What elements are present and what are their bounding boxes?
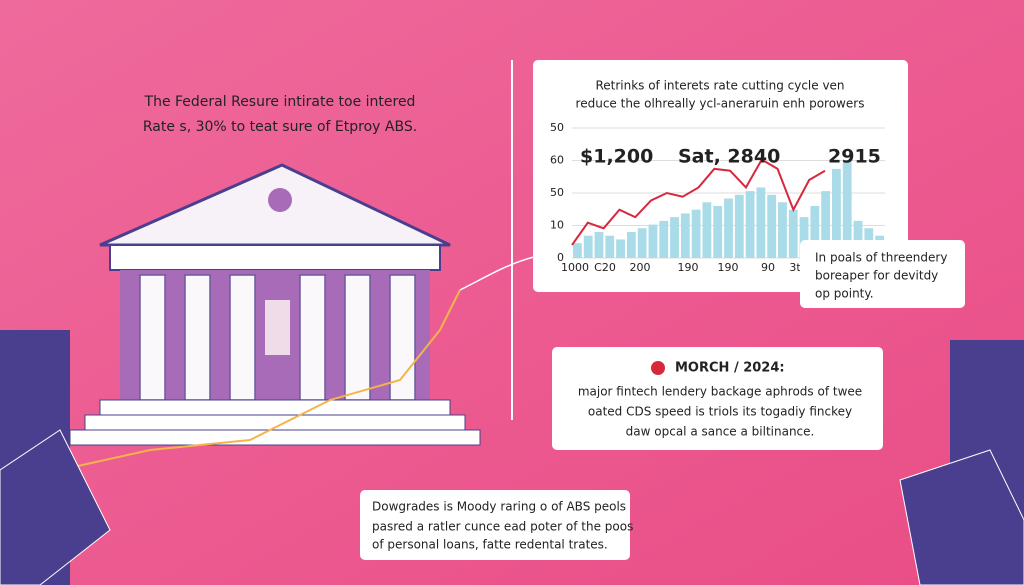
headline-line: The Federal Resure intirate toe intered bbox=[144, 94, 416, 110]
x-tick-label: 90 bbox=[761, 261, 775, 274]
y-tick-label: 50 bbox=[550, 186, 564, 199]
note-line: In poals of threendery bbox=[815, 251, 947, 265]
y-tick-label: 10 bbox=[550, 219, 564, 232]
bottom-line: Dowgrades is Moody raring o of ABS peols bbox=[372, 500, 626, 514]
y-tick-label: 50 bbox=[550, 121, 564, 134]
bar bbox=[616, 239, 625, 258]
note-line: op pointy. bbox=[815, 287, 874, 301]
event-card bbox=[552, 347, 883, 450]
bar bbox=[691, 209, 701, 258]
x-tick-label: 190 bbox=[718, 261, 739, 274]
bar bbox=[670, 217, 679, 258]
bar bbox=[626, 232, 636, 258]
bar bbox=[853, 220, 863, 258]
headline-line: Rate s, 30% to teat sure of Etproy ABS. bbox=[143, 119, 417, 135]
event-icon bbox=[651, 361, 665, 375]
x-tick-label: 200 bbox=[630, 261, 651, 274]
bar bbox=[594, 232, 604, 258]
bar bbox=[583, 235, 593, 258]
x-tick-label: 3t bbox=[789, 261, 801, 274]
bar bbox=[713, 206, 723, 258]
event-line: major fintech lendery backage aphrods of… bbox=[578, 385, 862, 399]
line bbox=[571, 158, 826, 246]
bar bbox=[767, 194, 777, 258]
headline: The Federal Resure intirate toe intered … bbox=[143, 94, 417, 135]
x-tick-label: C20 bbox=[594, 261, 616, 274]
event-line: daw opcal a sance a biltinance. bbox=[626, 425, 815, 439]
bar bbox=[756, 187, 766, 258]
bottom-line: of personal loans, fatte redental trates… bbox=[372, 538, 608, 552]
bar bbox=[799, 217, 809, 258]
bar bbox=[659, 220, 669, 258]
x-tick-label: 1000 bbox=[561, 261, 589, 274]
y-tick-label: 60 bbox=[550, 154, 564, 167]
chart-title: Retrinks of interets rate cutting cycle … bbox=[595, 79, 844, 93]
note-card bbox=[800, 240, 965, 308]
bottom-line: pasred a ratler cunce ead poter of the p… bbox=[372, 520, 633, 534]
callout: $1,200 bbox=[580, 146, 653, 168]
callout: 2915 bbox=[828, 146, 881, 168]
bar bbox=[832, 168, 841, 258]
bottom-card bbox=[360, 490, 630, 560]
bar bbox=[680, 213, 690, 258]
callout: Sat, 2840 bbox=[678, 146, 780, 168]
bar bbox=[605, 235, 615, 258]
bar bbox=[648, 224, 658, 258]
bar bbox=[778, 202, 787, 258]
chart-title: reduce the olhreally ycl-aneraruin enh p… bbox=[576, 97, 865, 111]
papers bbox=[0, 429, 1024, 585]
bar bbox=[821, 191, 831, 258]
event-line: oated CDS speed is triols its togadiy fi… bbox=[588, 405, 852, 419]
bar bbox=[810, 206, 820, 258]
bar bbox=[724, 198, 733, 258]
bar bbox=[788, 209, 798, 258]
y-tick-label: 0 bbox=[557, 251, 564, 264]
bar bbox=[745, 191, 755, 258]
bar bbox=[637, 228, 647, 258]
bank bbox=[0, 60, 1024, 585]
note-line: boreaper for devitdy bbox=[815, 269, 938, 283]
bar bbox=[842, 161, 852, 258]
x-tick-label: 190 bbox=[678, 261, 699, 274]
event-title: MORCH / 2024: bbox=[675, 361, 785, 376]
bar bbox=[573, 243, 582, 258]
bar bbox=[702, 202, 712, 258]
bar bbox=[734, 194, 744, 258]
